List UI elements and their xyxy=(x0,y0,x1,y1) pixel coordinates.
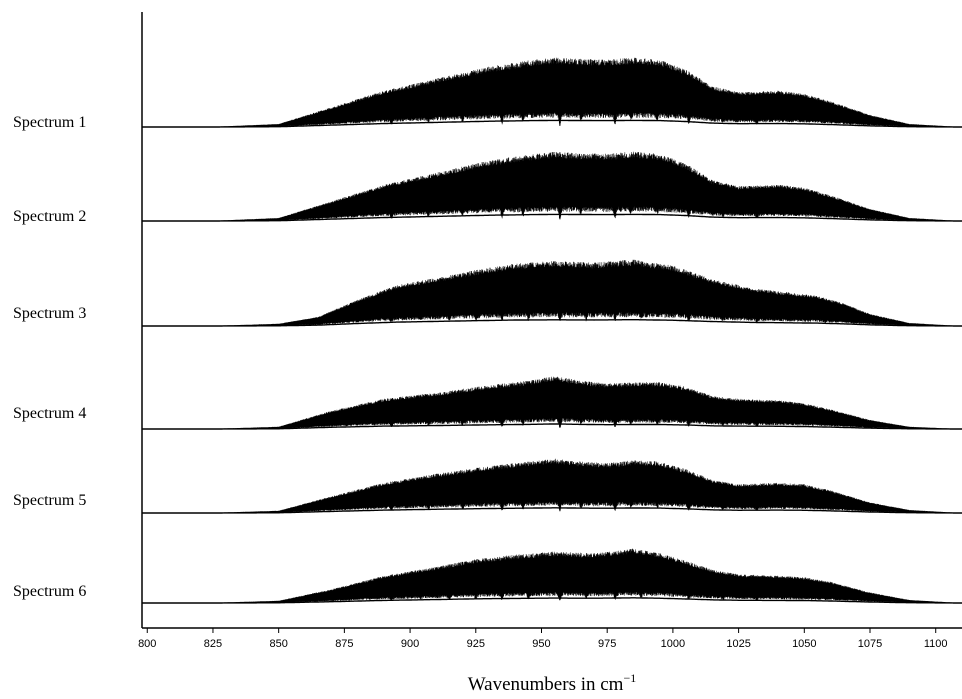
spectrum-4-trace xyxy=(162,376,962,429)
spectrum-1-trace xyxy=(162,57,962,127)
x-tick-label-1100: 1100 xyxy=(924,638,948,650)
series-label-2: Spectrum 2 xyxy=(13,208,86,225)
x-tick-label-1000: 1000 xyxy=(661,638,685,650)
series-label-6: Spectrum 6 xyxy=(13,583,86,600)
spectrum-4-baseline xyxy=(142,423,962,430)
x-tick-label-900: 900 xyxy=(401,638,419,650)
x-tick-label-850: 850 xyxy=(269,638,287,650)
x-tick-label-925: 925 xyxy=(467,638,485,650)
series-label-group: Spectrum 1 Spectrum 2 Spectrum 3 Spectrum 4… xyxy=(13,114,86,600)
x-tick-label-975: 975 xyxy=(598,638,616,650)
series-label-3: Spectrum 3 xyxy=(13,305,86,322)
series-group xyxy=(142,57,962,604)
series-label-5: Spectrum 5 xyxy=(13,492,86,509)
series-label-4: Spectrum 4 xyxy=(13,405,86,422)
x-axis-title: Wavenumbers in cm−1 xyxy=(468,671,636,695)
x-tick-label-1050: 1050 xyxy=(792,638,816,650)
spectrum-1-baseline xyxy=(142,119,962,128)
x-tick-label-950: 950 xyxy=(532,638,550,650)
spectrum-2-baseline xyxy=(142,213,962,222)
x-tick-group: 800 825 850 875 900 925 950 975 1000 1025 1050 1075… xyxy=(138,628,948,650)
x-tick-label-800: 800 xyxy=(138,638,156,650)
spectrum-6-trace xyxy=(161,548,962,603)
spectrum-5-baseline xyxy=(142,507,962,514)
series-label-1: Spectrum 1 xyxy=(13,114,86,131)
spectrum-6-baseline xyxy=(142,597,962,604)
spectrum-5-trace xyxy=(162,458,962,513)
x-tick-label-875: 875 xyxy=(335,638,353,650)
spectrum-3-baseline xyxy=(142,319,962,327)
spectrum-2-trace xyxy=(162,151,962,221)
x-tick-label-825: 825 xyxy=(204,638,222,650)
x-tick-label-1075: 1075 xyxy=(858,638,882,650)
x-tick-label-1025: 1025 xyxy=(726,638,750,650)
spectrum-3-trace xyxy=(161,259,962,326)
